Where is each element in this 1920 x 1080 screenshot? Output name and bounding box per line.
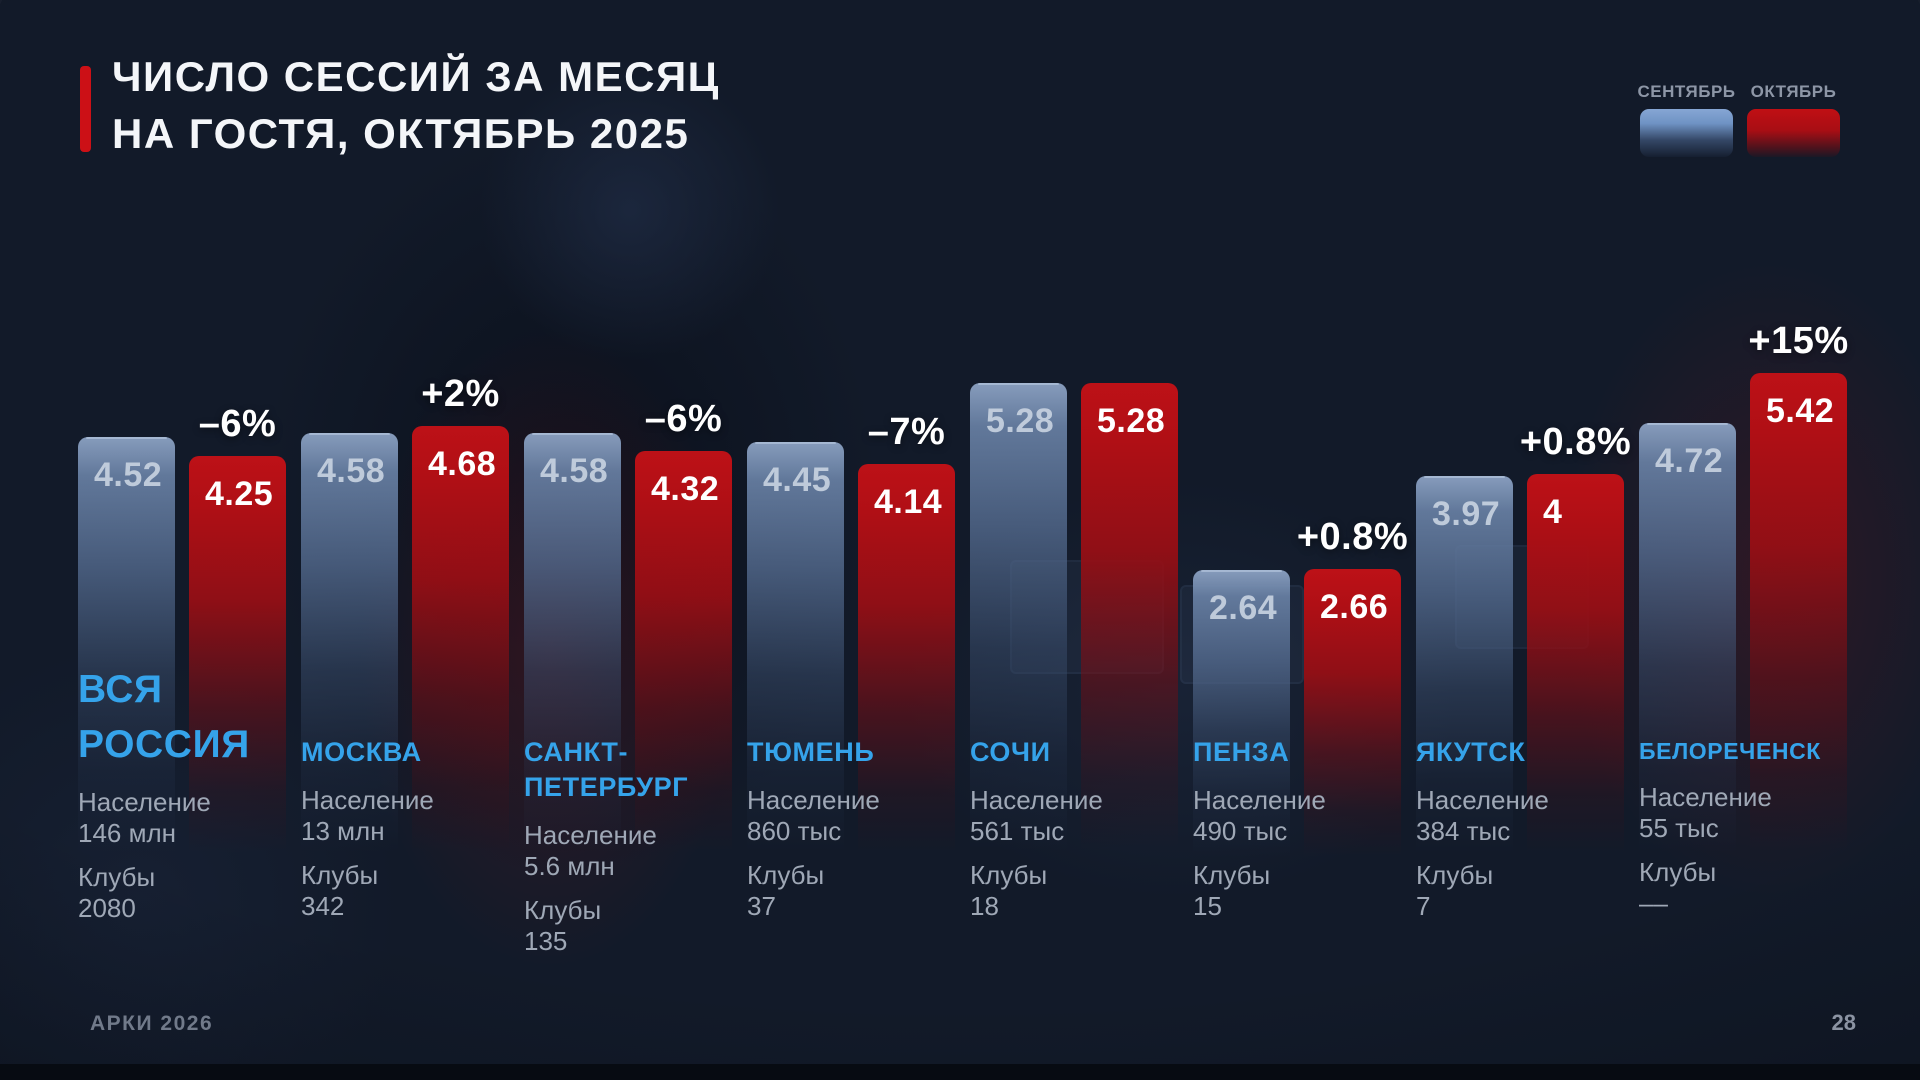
bar-value-label: 4.32: [651, 470, 720, 508]
bar-value-label: 4.58: [540, 452, 609, 490]
population-stat: Население 55 тыс: [1639, 782, 1772, 843]
bar-value-label: 4.52: [94, 456, 163, 494]
population-stat: Население 146 млн: [78, 787, 211, 848]
group-info-3: ТЮМЕНЬ Население 860 тыс Клубы 37: [747, 735, 962, 922]
city-name-label: МОСКВА: [301, 737, 422, 767]
legend-label-october: ОКТЯБРЬ: [1750, 82, 1837, 101]
september-bar-6: 3.97: [1416, 476, 1513, 865]
clubs-stat: Клубы 37: [747, 860, 825, 921]
city-name-label: СОЧИ: [970, 737, 1051, 767]
bar-value-label: 5.42: [1766, 392, 1835, 430]
clubs-stat: Клубы 135: [524, 895, 602, 956]
october-bar-4: 5.28: [1081, 383, 1178, 865]
page-number: 28: [1831, 1010, 1856, 1035]
group-info-5: ПЕНЗА Население 490 тыс Клубы 15: [1193, 735, 1408, 922]
bar-group-5: 2.64 2.66 +0.8%: [1193, 0, 1408, 865]
group-info-2: САНКТ- ПЕТЕРБУРГ Население 5.6 млн Клубы 135: [524, 735, 739, 957]
population-stat: Население 860 тыс: [747, 785, 880, 846]
clubs-stat: Клубы ––: [1639, 857, 1717, 918]
clubs-stat: Клубы 7: [1416, 860, 1494, 921]
bar-value-label: 4.68: [428, 445, 497, 483]
page-title-line1: ЧИСЛО СЕССИЙ ЗА МЕСЯЦ: [112, 53, 720, 100]
september-bar-1: 4.58: [301, 433, 398, 865]
bar-group-2: 4.58 4.32 –6%: [524, 0, 732, 865]
legend-swatch-october: [1747, 109, 1840, 157]
bar-value-label: 5.28: [986, 402, 1055, 440]
group-info-7: БЕЛОРЕЧЕНСК Население 55 тыс Клубы ––: [1639, 735, 1854, 919]
bar-value-label: 2.64: [1209, 589, 1278, 627]
bar-value-label: 4.45: [763, 461, 832, 499]
october-bar-1: 4.68: [412, 426, 509, 865]
city-name-label: ВСЯ РОССИЯ: [78, 668, 250, 766]
bar-value-label: 4.25: [205, 475, 274, 513]
city-name-label: БЕЛОРЕЧЕНСК: [1639, 738, 1821, 764]
percent-change-label: –6%: [644, 398, 723, 440]
clubs-stat: Клубы 342: [301, 860, 379, 921]
legend-label-september: СЕНТЯБРЬ: [1637, 82, 1736, 101]
september-bar-5: 2.64: [1193, 570, 1290, 865]
city-name-label: ТЮМЕНЬ: [747, 737, 875, 767]
bar-group-7: 4.72 5.42 +15%: [1639, 0, 1849, 865]
population-stat: Население 13 млн: [301, 785, 434, 846]
clubs-stat: Клубы 15: [1193, 860, 1271, 921]
page-title: ЧИСЛО СЕССИЙ ЗА МЕСЯЦ НА ГОСТЯ, ОКТЯБРЬ …: [112, 48, 720, 162]
october-bar-3: 4.14: [858, 464, 955, 865]
bar-group-6: 3.97 4 +0.8%: [1416, 0, 1631, 865]
city-name-label: САНКТ- ПЕТЕРБУРГ: [524, 737, 689, 802]
city-name-label: ПЕНЗА: [1193, 737, 1290, 767]
percent-change-label: +15%: [1748, 320, 1849, 362]
population-stat: Население 561 тыс: [970, 785, 1103, 846]
title-accent-bar: [80, 66, 91, 152]
population-stat: Население 490 тыс: [1193, 785, 1326, 846]
percent-change-label: –7%: [867, 411, 946, 453]
city-name-label: ЯКУТСК: [1416, 737, 1526, 767]
legend: СЕНТЯБРЬ ОКТЯБРЬ: [1637, 82, 1840, 157]
september-bar-3: 4.45: [747, 442, 844, 865]
population-stat: Население 384 тыс: [1416, 785, 1549, 846]
september-bar-7: 4.72: [1639, 423, 1736, 865]
bar-group-0: 4.52 4.25 –6%: [78, 0, 286, 865]
group-info-4: СОЧИ Население 561 тыс Клубы 18: [970, 735, 1185, 922]
september-bar-0: 4.52: [78, 437, 175, 865]
legend-swatch-september: [1640, 109, 1733, 157]
legend-item-september: СЕНТЯБРЬ: [1637, 82, 1736, 157]
bar-value-label: 5.28: [1097, 402, 1166, 440]
clubs-stat: Клубы 18: [970, 860, 1048, 921]
october-bar-2: 4.32: [635, 451, 732, 865]
bar-group-4: 5.28 5.28: [970, 0, 1178, 865]
bar-value-label: 4: [1543, 493, 1563, 531]
september-bar-2: 4.58: [524, 433, 621, 865]
bar-value-label: 4.14: [874, 483, 943, 521]
percent-change-label: +0.8%: [1296, 516, 1409, 558]
group-info-1: МОСКВА Население 13 млн Клубы 342: [301, 735, 516, 922]
legend-item-october: ОКТЯБРЬ: [1747, 82, 1840, 157]
population-stat: Население 5.6 млн: [524, 820, 657, 881]
percent-change-label: +2%: [421, 373, 500, 415]
percent-change-label: –6%: [198, 403, 277, 445]
september-bar-4: 5.28: [970, 383, 1067, 865]
bar-group-1: 4.58 4.68 +2%: [301, 0, 509, 865]
bar-value-label: 3.97: [1432, 495, 1501, 533]
october-bar-6: 4: [1527, 474, 1624, 865]
october-bar-5: 2.66: [1304, 569, 1401, 865]
group-info-0: ВСЯ РОССИЯ Население 146 млн Клубы 2080: [78, 662, 293, 924]
clubs-stat: Клубы 2080: [78, 862, 156, 923]
page-title-line2: НА ГОСТЯ, ОКТЯБРЬ 2025: [112, 110, 690, 157]
footer-brand: АРКИ 2026: [90, 1012, 214, 1035]
bar-value-label: 4.72: [1655, 442, 1724, 480]
october-bar-0: 4.25: [189, 456, 286, 865]
bar-group-3: 4.45 4.14 –7%: [747, 0, 955, 865]
bar-value-label: 4.58: [317, 452, 386, 490]
percent-change-label: +0.8%: [1519, 421, 1632, 463]
october-bar-7: 5.42: [1750, 373, 1847, 865]
group-info-6: ЯКУТСК Население 384 тыс Клубы 7: [1416, 735, 1631, 922]
bar-value-label: 2.66: [1320, 588, 1389, 626]
